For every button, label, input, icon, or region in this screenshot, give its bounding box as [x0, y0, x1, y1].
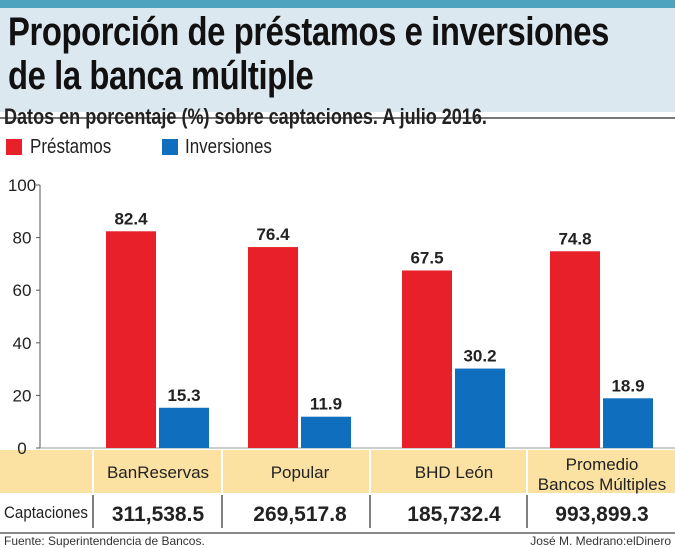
data-label: 18.9 — [611, 376, 644, 395]
captaciones-value: 311,538.5 — [112, 503, 205, 526]
bar-prestamos — [402, 270, 452, 448]
category-label: BanReservas — [107, 463, 209, 482]
captaciones-value: 185,732.4 — [407, 503, 501, 526]
bar-prestamos — [550, 251, 600, 448]
title-line-1: Proporción de préstamos e inversiones — [8, 10, 609, 54]
captaciones-value: 269,517.8 — [253, 503, 347, 526]
title-band — [0, 8, 675, 112]
top-bar — [0, 0, 675, 8]
y-tick-label: 40 — [13, 334, 32, 353]
category-label: BHD León — [415, 463, 493, 482]
bar-prestamos — [248, 247, 298, 448]
bar-prestamos — [106, 231, 156, 448]
table-row-label: Captaciones — [4, 503, 88, 522]
data-label: 76.4 — [256, 225, 290, 244]
chart-subtitle: Datos en porcentaje (%) sobre captacione… — [4, 104, 487, 129]
divider — [0, 117, 675, 119]
y-tick-label: 60 — [13, 281, 32, 300]
bar-inversiones — [301, 416, 351, 448]
legend-swatch-prestamos — [6, 139, 22, 155]
category-label: Popular — [271, 463, 330, 482]
y-tick-label: 20 — [13, 386, 32, 405]
legend-label-prestamos: Préstamos — [30, 136, 112, 158]
data-label: 82.4 — [114, 209, 148, 228]
category-label: Bancos Múltiples — [538, 475, 667, 494]
source-note: Fuente: Superintendencia de Bancos. — [4, 534, 205, 548]
data-label: 15.3 — [167, 386, 200, 405]
data-label: 67.5 — [410, 248, 443, 267]
data-label: 30.2 — [463, 347, 496, 366]
legend-swatch-inversiones — [162, 139, 178, 155]
chart-title: Proporción de préstamos e inversiones de … — [8, 10, 609, 98]
y-tick-label: 0 — [17, 439, 26, 458]
data-label: 74.8 — [558, 229, 591, 248]
bar-inversiones — [159, 407, 209, 448]
category-band — [0, 450, 675, 493]
legend-label-inversiones: Inversiones — [185, 136, 272, 158]
category-label: Promedio — [566, 455, 639, 474]
captaciones-value: 993,899.3 — [555, 503, 648, 526]
credit: José M. Medrano:elDinero — [530, 534, 671, 548]
data-label: 11.9 — [310, 395, 342, 414]
y-tick-label: 80 — [13, 229, 32, 248]
y-tick-label: 100 — [8, 176, 36, 195]
bar-inversiones — [603, 398, 653, 448]
title-line-2: de la banca múltiple — [8, 54, 314, 98]
bar-inversiones — [455, 368, 505, 448]
